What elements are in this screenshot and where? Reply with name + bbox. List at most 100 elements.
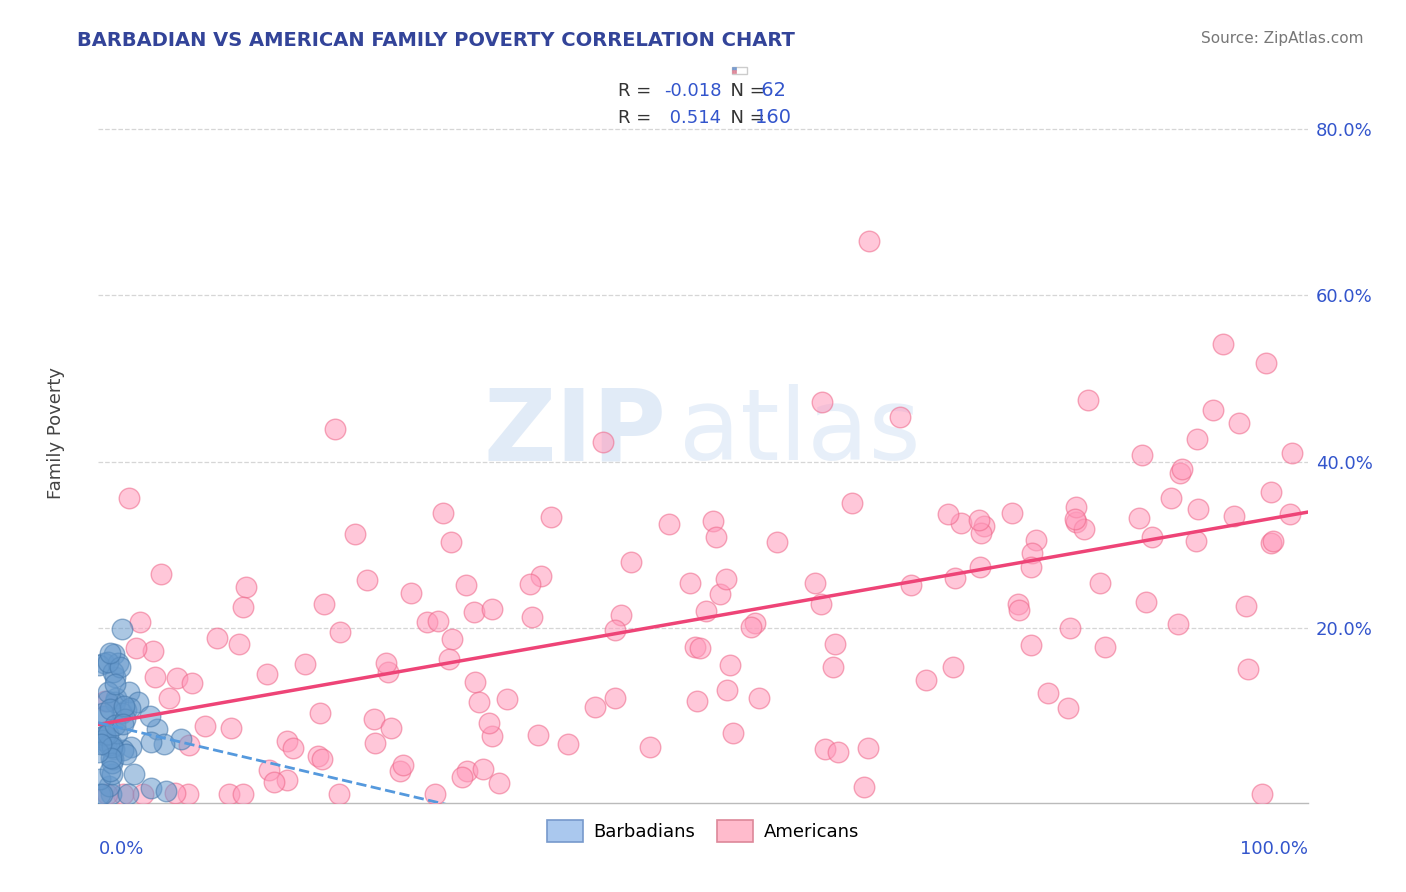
Point (1167, 616, 1189, 631)
Point (1185, 432, 1208, 446)
Point (132, 788, 155, 802)
Point (94, 729, 117, 743)
Point (110, 660, 132, 674)
Point (1279, 507, 1302, 521)
Point (311, 752, 333, 766)
Point (603, 691, 626, 706)
Point (1254, 356, 1277, 370)
Point (111, 622, 134, 636)
Point (401, 586, 423, 600)
Point (1237, 662, 1260, 676)
Point (620, 555, 643, 569)
Point (98, 702, 121, 716)
Point (104, 676, 127, 690)
Point (101, 740, 124, 755)
Point (89, 731, 111, 745)
Text: N =: N = (718, 109, 770, 127)
Point (638, 739, 661, 754)
Point (1263, 533, 1285, 548)
Point (827, 745, 849, 759)
Point (112, 743, 135, 757)
Point (380, 721, 402, 735)
Point (356, 573, 378, 587)
Point (704, 530, 727, 544)
Point (889, 410, 911, 425)
Point (686, 694, 709, 708)
Point (973, 518, 995, 533)
Point (679, 576, 702, 591)
Point (811, 395, 834, 409)
Point (685, 640, 707, 654)
Point (841, 496, 863, 510)
Point (363, 712, 385, 726)
Point (583, 700, 606, 714)
Point (1036, 686, 1059, 700)
Point (100, 788, 122, 802)
Point (97, 727, 120, 741)
Point (481, 602, 503, 616)
Point (432, 506, 454, 520)
Point (232, 599, 254, 614)
Point (232, 788, 254, 802)
Point (427, 614, 450, 628)
Point (325, 421, 347, 435)
Point (103, 717, 125, 731)
Point (721, 726, 744, 740)
Point (142, 644, 165, 658)
Text: atlas: atlas (679, 384, 921, 481)
Text: BARBADIAN VS AMERICAN FAMILY POVERTY CORRELATION CHART: BARBADIAN VS AMERICAN FAMILY POVERTY COR… (77, 31, 796, 50)
Point (709, 586, 731, 600)
Point (276, 773, 298, 788)
Point (344, 527, 367, 541)
Point (93, 656, 115, 670)
Point (810, 597, 832, 611)
Point (1025, 533, 1047, 548)
Point (914, 673, 936, 687)
Point (101, 767, 124, 781)
Text: Source: ZipAtlas.com: Source: ZipAtlas.com (1201, 31, 1364, 46)
Point (177, 788, 200, 802)
Point (93, 733, 115, 747)
Point (1234, 599, 1257, 613)
Point (1094, 640, 1116, 654)
Point (456, 578, 478, 592)
Point (392, 758, 415, 772)
Point (89, 772, 111, 787)
Point (540, 510, 562, 524)
Point (235, 580, 257, 594)
Point (165, 786, 187, 800)
Point (1251, 788, 1274, 802)
Point (170, 732, 193, 747)
Point (89, 788, 111, 802)
Point (1073, 522, 1095, 536)
Point (122, 766, 145, 780)
Text: 0.514: 0.514 (664, 109, 721, 127)
Point (530, 569, 553, 583)
Point (127, 695, 149, 709)
Point (1019, 638, 1042, 652)
Point (1128, 511, 1150, 525)
Point (104, 691, 127, 706)
Point (451, 770, 474, 784)
Point (495, 692, 517, 706)
Point (1057, 700, 1080, 714)
Point (488, 776, 510, 790)
Point (218, 788, 240, 802)
Point (155, 783, 177, 797)
Point (464, 675, 486, 690)
Point (120, 700, 142, 714)
Point (942, 660, 965, 674)
Point (100, 751, 122, 765)
Point (96, 788, 118, 802)
Text: R =: R = (619, 109, 658, 127)
Point (1160, 491, 1182, 505)
Text: Family Poverty: Family Poverty (46, 367, 65, 499)
Point (821, 659, 844, 673)
Point (1090, 575, 1112, 590)
Point (853, 780, 876, 794)
Point (87, 745, 110, 759)
Point (145, 722, 167, 736)
Point (388, 764, 411, 778)
Point (1170, 466, 1192, 480)
Point (943, 571, 966, 585)
